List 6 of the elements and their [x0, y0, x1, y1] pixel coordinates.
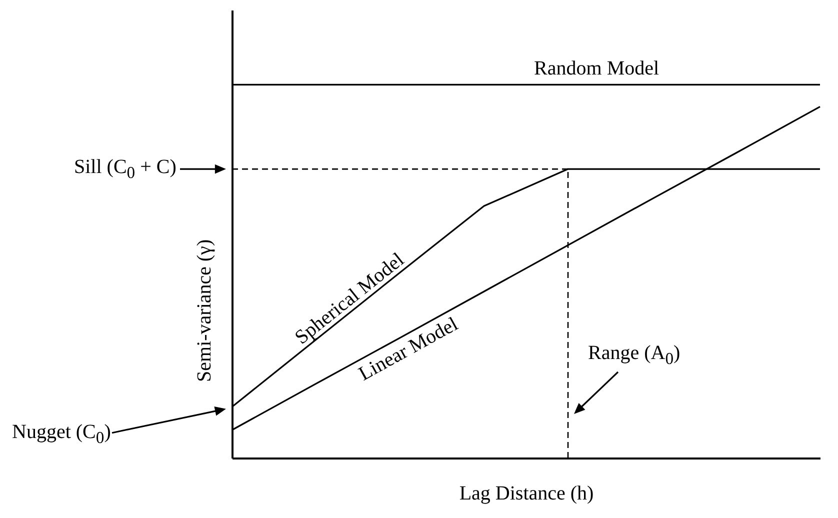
text: Range (A$_{0}$) — [588, 342, 680, 368]
series-label: Random Model — [534, 58, 660, 80]
text: Nugget (C$_{0}$) — [12, 420, 111, 448]
x-axis-title: Lag Distance (h) — [459, 482, 594, 504]
y-axis-title: Semi-variance (γ) — [194, 239, 216, 382]
ref-line-label: Sill (C$_{0}$ + C) — [74, 156, 176, 183]
